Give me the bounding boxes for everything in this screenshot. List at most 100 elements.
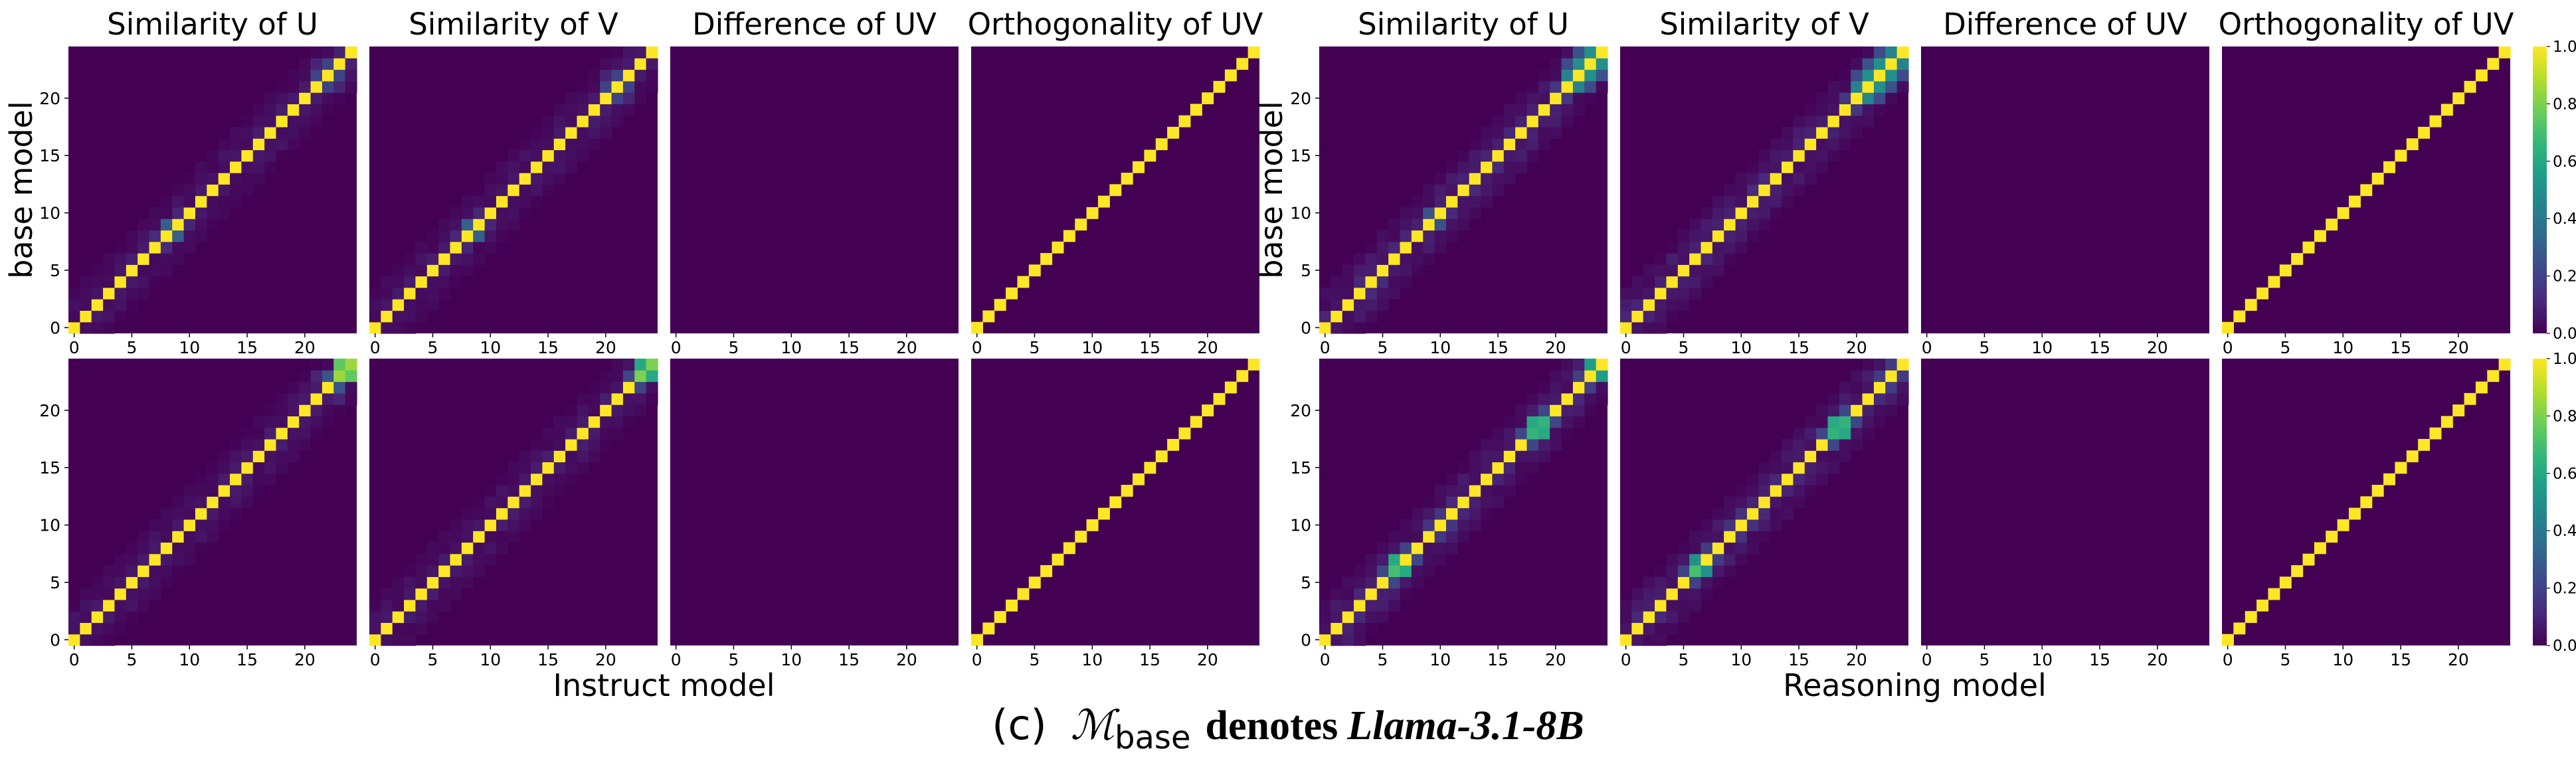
heatmap-cell	[1572, 381, 1585, 394]
heatmap-cell	[646, 392, 658, 405]
heatmap-cell	[1712, 519, 1724, 531]
heatmap-cell	[369, 321, 381, 334]
heatmap-cell	[600, 392, 612, 405]
heatmap-cell	[507, 218, 520, 231]
heatmap-cell	[622, 359, 635, 371]
heatmap-cell	[404, 287, 416, 300]
heatmap-cell	[1040, 253, 1053, 265]
heatmap-cell	[1342, 276, 1354, 288]
heatmap-cell	[103, 276, 116, 288]
heatmap-cell	[252, 173, 265, 185]
heatmap-cell	[450, 276, 462, 288]
heatmap-cell	[2233, 622, 2246, 635]
heatmap-cell	[195, 173, 207, 185]
heatmap-cell	[91, 321, 104, 334]
heatmap-cell	[1388, 588, 1401, 600]
heatmap-cell	[507, 173, 520, 185]
heatmap-cell	[600, 404, 612, 416]
heatmap-cell	[1133, 473, 1145, 485]
heatmap-cell	[1655, 588, 1667, 600]
heatmap-cell	[1724, 253, 1736, 265]
x-tick-label: 10	[1429, 650, 1451, 669]
heatmap-cell	[1411, 241, 1424, 254]
x-tick-label: 0	[972, 650, 982, 669]
heatmap-cell	[264, 104, 277, 116]
x-tick-label: 5	[1378, 650, 1388, 669]
heatmap-cell	[1376, 241, 1389, 254]
heatmap-background	[670, 359, 959, 645]
heatmap-cell	[241, 138, 254, 151]
heatmap-cell	[1492, 161, 1505, 173]
heatmap-cell	[172, 507, 185, 520]
y-tick-label: 5	[1301, 573, 1311, 592]
heatmap-panel-instruct-r1-v: 0 5 10 15 20	[369, 46, 658, 357]
heatmap-cell	[1561, 115, 1574, 128]
heatmap-cell	[1492, 115, 1505, 128]
heatmap-cell	[381, 611, 393, 624]
heatmap-cell	[611, 69, 624, 82]
heatmap-cell	[1492, 126, 1505, 139]
heatmap-cell	[438, 230, 451, 242]
heatmap-cell	[264, 126, 277, 139]
heatmap-cell	[1400, 276, 1412, 288]
heatmap-cell	[1365, 241, 1378, 254]
heatmap-cell	[1655, 310, 1667, 323]
caption-math-symbol: ℳ	[1070, 701, 1115, 749]
heatmap-cell	[1862, 381, 1875, 394]
heatmap-cell	[577, 392, 589, 405]
heatmap-cell	[484, 507, 497, 520]
heatmap-cell	[1365, 276, 1378, 288]
heatmap-cell	[1643, 576, 1655, 589]
x-tick-label: 5	[428, 338, 438, 357]
heatmap-cell	[160, 241, 173, 254]
heatmap-cell	[1376, 299, 1389, 311]
panel-title: Orthogonality of UV	[968, 7, 1263, 42]
heatmap-cell	[126, 611, 138, 624]
heatmap-cell	[1666, 588, 1679, 600]
x-tick-label: 20	[1545, 650, 1566, 669]
panel-group-reasoning: Similarity of U Similarity of V Difference…	[1253, 7, 2514, 703]
heatmap-cell	[299, 104, 312, 116]
heatmap-cell	[484, 485, 497, 497]
heatmap-cell	[461, 264, 474, 277]
heatmap-cell	[473, 195, 486, 208]
heatmap-cell	[1620, 310, 1632, 323]
y-axis-label: base model	[3, 101, 39, 279]
heatmap-cell	[622, 92, 635, 104]
heatmap-cell	[1561, 58, 1574, 70]
heatmap-cell	[994, 299, 1006, 311]
heatmap-cell	[461, 230, 474, 242]
heatmap-cell	[1839, 115, 1851, 128]
heatmap-cell	[333, 46, 346, 58]
heatmap-cell	[1342, 634, 1354, 646]
heatmap-cell	[392, 287, 405, 300]
heatmap-cell	[1851, 404, 1863, 416]
heatmap-cell	[646, 58, 658, 70]
heatmap-cell	[195, 195, 207, 208]
heatmap-cell	[1354, 634, 1366, 646]
heatmap-cell	[1746, 496, 1759, 509]
x-tick-label: 10	[781, 650, 802, 669]
heatmap-cell	[149, 264, 161, 277]
heatmap-cell	[276, 462, 288, 474]
x-tick-label: 15	[2390, 338, 2411, 357]
heatmap-cell	[426, 611, 439, 624]
heatmap-cell	[611, 58, 624, 70]
heatmap-cell	[264, 427, 277, 440]
heatmap-cell	[1735, 485, 1748, 497]
heatmap-cell	[345, 381, 357, 394]
heatmap-cell	[542, 462, 555, 474]
heatmap-cell	[542, 149, 555, 162]
heatmap-cell	[1086, 519, 1099, 531]
heatmap-cell	[68, 321, 80, 334]
heatmap-cell	[1862, 69, 1875, 82]
heatmap-cell	[114, 611, 127, 624]
caption-denotes: denotes	[1205, 703, 1338, 748]
heatmap-cell	[519, 161, 531, 173]
heatmap-cell	[1400, 241, 1412, 254]
heatmap-cell	[1655, 599, 1667, 612]
heatmap-cell	[565, 450, 578, 463]
heatmap-cell	[1584, 80, 1597, 93]
heatmap-cell	[1331, 611, 1343, 624]
heatmap-cell	[2383, 161, 2395, 173]
